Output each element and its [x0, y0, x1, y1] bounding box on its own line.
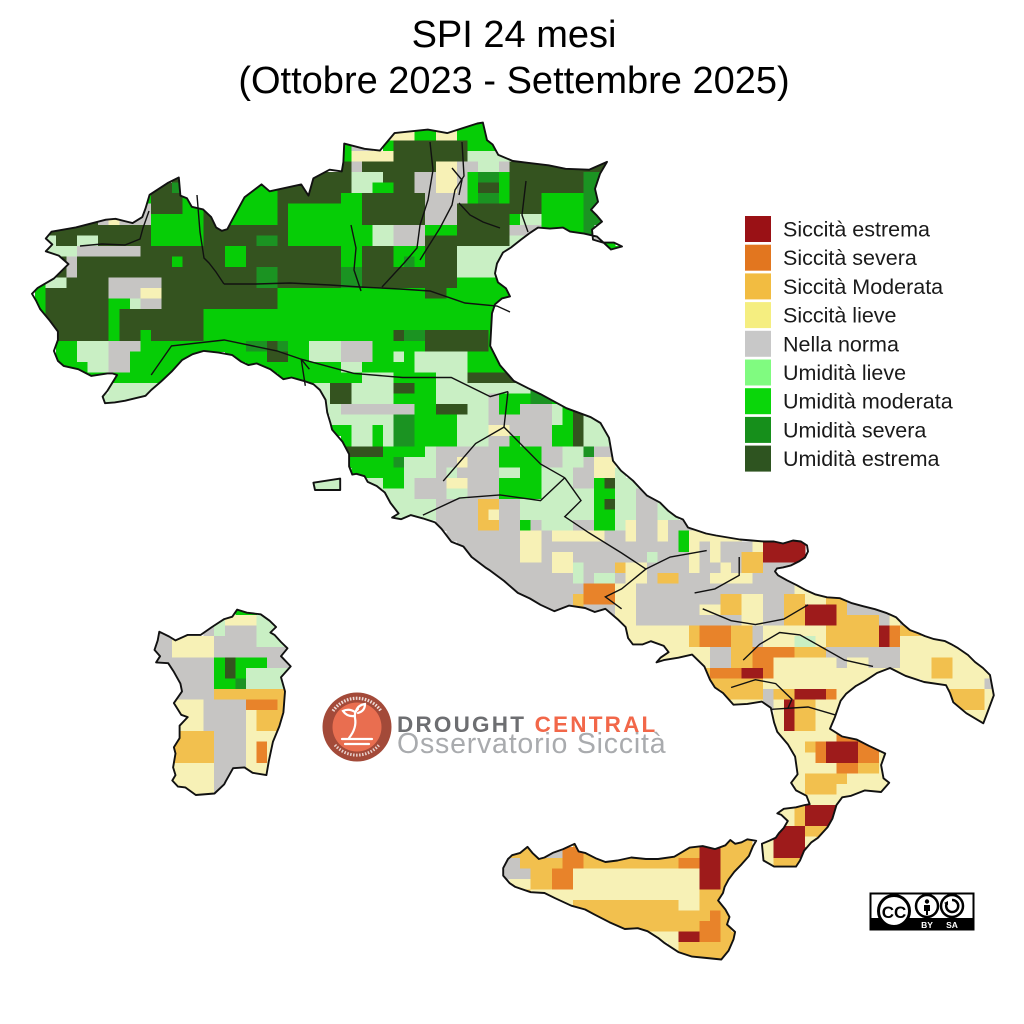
svg-text:SPI 24 mesi: SPI 24 mesi — [412, 14, 617, 56]
svg-text:Umidità lieve: Umidità lieve — [783, 361, 906, 385]
svg-text:Siccità estrema: Siccità estrema — [783, 218, 930, 242]
svg-text:DROUGHT CENTRAL: DROUGHT CENTRAL — [397, 712, 657, 737]
svg-text:Siccità lieve: Siccità lieve — [783, 304, 897, 328]
svg-text:Nella norma: Nella norma — [783, 332, 899, 356]
svg-text:Siccità severa: Siccità severa — [783, 246, 917, 270]
svg-text:Umidità estrema: Umidità estrema — [783, 447, 940, 471]
svg-text:Umidità moderata: Umidità moderata — [783, 390, 953, 414]
svg-text:(Ottobre 2023 - Settembre 2025: (Ottobre 2023 - Settembre 2025) — [238, 60, 789, 102]
svg-text:Umidità severa: Umidità severa — [783, 418, 926, 442]
svg-text:BY: BY — [921, 920, 933, 930]
svg-text:CC: CC — [882, 903, 907, 922]
svg-text:SA: SA — [946, 920, 958, 930]
svg-text:Osservatorio Siccità: Osservatorio Siccità — [397, 728, 666, 760]
svg-text:Siccità Moderata: Siccità Moderata — [783, 275, 943, 299]
